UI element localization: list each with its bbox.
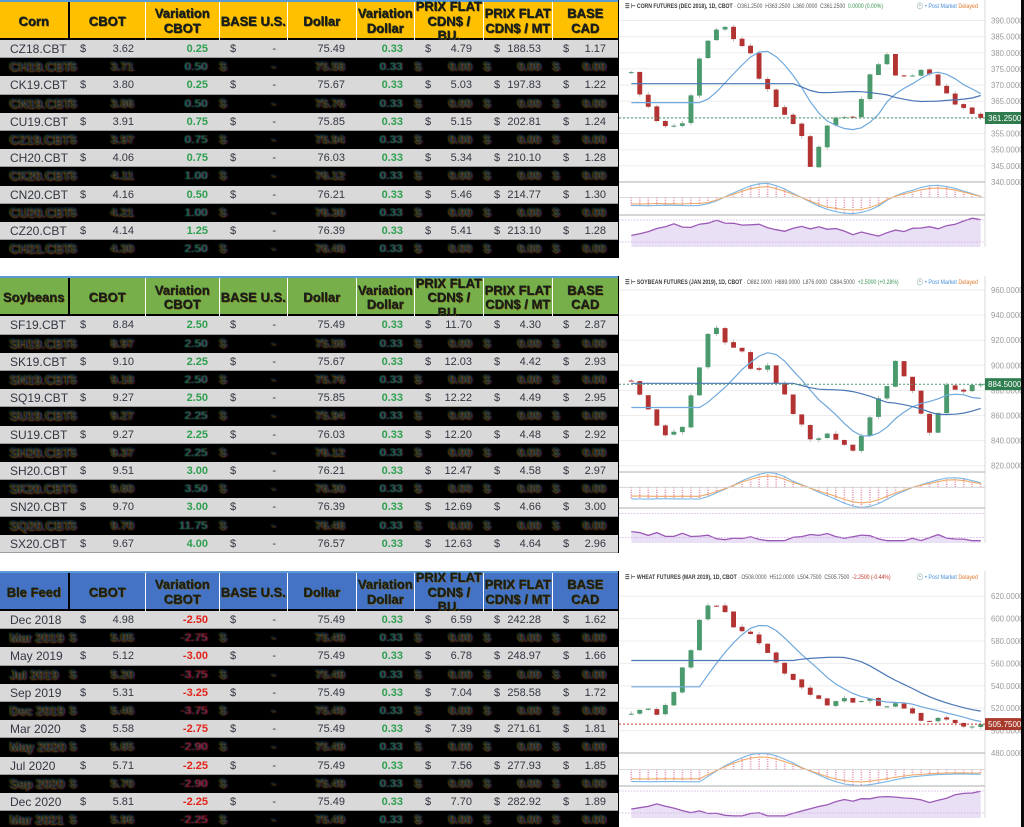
svg-text:580.0000: 580.0000 <box>991 637 1024 646</box>
svg-text:540.0000: 540.0000 <box>991 682 1024 691</box>
svg-text:900.0000: 900.0000 <box>991 362 1024 371</box>
svg-text:361.2500: 361.2500 <box>988 114 1022 123</box>
svg-text:340.0000: 340.0000 <box>991 178 1024 187</box>
svg-text:620.0000: 620.0000 <box>991 592 1024 601</box>
svg-text:940.0000: 940.0000 <box>991 311 1024 320</box>
svg-text:884.5000: 884.5000 <box>988 381 1022 390</box>
svg-text:860.0000: 860.0000 <box>991 412 1024 421</box>
svg-text:345.0000: 345.0000 <box>991 162 1024 171</box>
svg-text:840.0000: 840.0000 <box>991 437 1024 446</box>
svg-text:600.0000: 600.0000 <box>991 615 1024 624</box>
svg-text:350.0000: 350.0000 <box>991 146 1024 155</box>
svg-text:505.7500: 505.7500 <box>988 720 1022 729</box>
svg-text:365.0000: 365.0000 <box>991 97 1024 106</box>
svg-text:920.0000: 920.0000 <box>991 337 1024 346</box>
svg-text:960.0000: 960.0000 <box>991 286 1024 295</box>
svg-text:390.0000: 390.0000 <box>991 17 1024 26</box>
svg-text:375.0000: 375.0000 <box>991 65 1024 74</box>
svg-text:370.0000: 370.0000 <box>991 81 1024 90</box>
svg-text:820.0000: 820.0000 <box>991 462 1024 471</box>
svg-text:520.0000: 520.0000 <box>991 704 1024 713</box>
svg-text:380.0000: 380.0000 <box>991 49 1024 58</box>
svg-text:480.0000: 480.0000 <box>991 749 1024 758</box>
svg-text:560.0000: 560.0000 <box>991 659 1024 668</box>
svg-text:385.0000: 385.0000 <box>991 33 1024 42</box>
svg-text:355.0000: 355.0000 <box>991 130 1024 139</box>
